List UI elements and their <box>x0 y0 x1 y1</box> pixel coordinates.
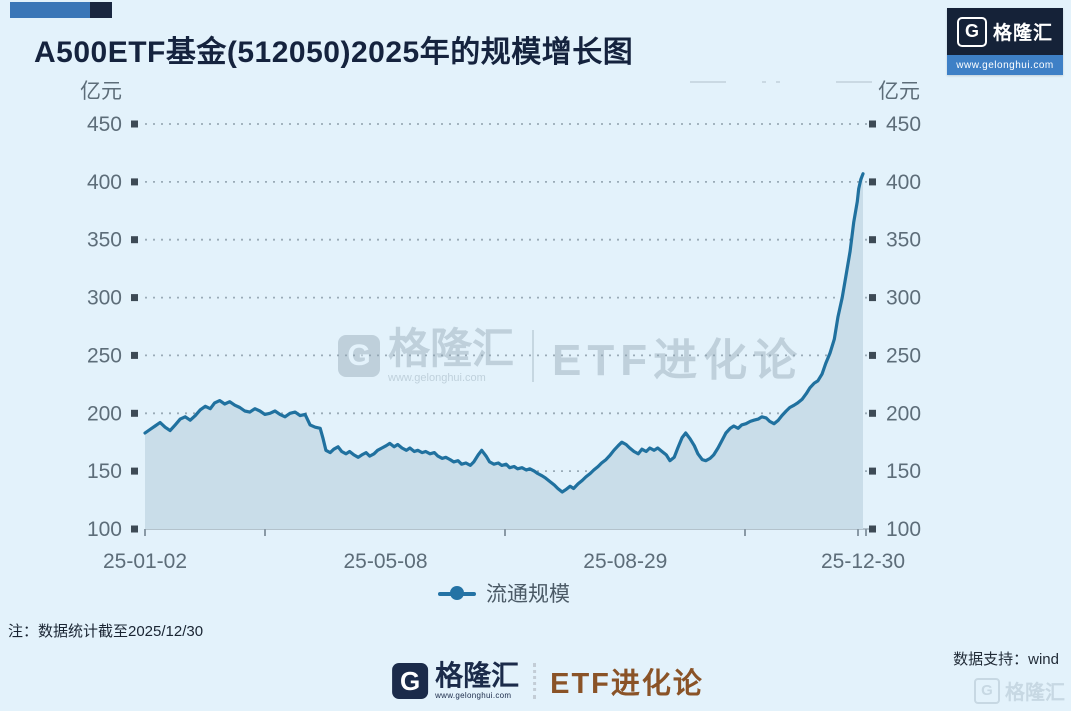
y-tick-square-left <box>131 178 138 186</box>
y-axis-label-right: 150 <box>886 460 921 483</box>
x-axis-label: 25-08-29 <box>583 550 667 573</box>
footer-series-name: ETF进化论 <box>550 668 704 700</box>
footer-brand-lockup: G 格隆汇 www.gelonghui.com ETF进化论 <box>392 660 704 702</box>
y-tick-square-right <box>869 467 876 475</box>
y-tick-square-left <box>131 236 138 244</box>
brand-name: 格隆汇 <box>992 23 1053 44</box>
legend-line-dot-icon <box>438 585 476 601</box>
y-axis-label-left: 400 <box>87 171 122 194</box>
chart-legend: 流通规模 <box>438 578 570 608</box>
x-axis-label: 25-05-08 <box>343 550 427 573</box>
y-axis-label-left: 450 <box>87 113 122 136</box>
x-axis-label: 25-01-02 <box>103 550 187 573</box>
y-tick-square-right <box>869 525 876 533</box>
y-tick-square-left <box>131 351 138 359</box>
y-tick-square-left <box>131 409 138 417</box>
accent-bar-navy <box>90 2 112 18</box>
footer-brand-url: www.gelonghui.com <box>435 691 512 700</box>
y-axis-label-left: 200 <box>87 402 122 425</box>
page-title: A500ETF基金(512050)2025年的规模增长图 <box>34 36 634 69</box>
y-axis-label-right: 250 <box>886 344 921 367</box>
y-axis-label-right: 350 <box>886 229 921 252</box>
brand-url: www.gelonghui.com <box>947 55 1063 75</box>
y-axis-label-left: 250 <box>87 344 122 367</box>
x-axis-label: 25-12-30 <box>821 550 905 573</box>
gelonghui-logo-icon: G <box>956 16 987 47</box>
footer-brand-name: 格隆汇 <box>435 660 520 691</box>
y-axis-label-left: 350 <box>87 229 122 252</box>
y-tick-square-left <box>131 120 138 128</box>
accent-bar-blue <box>10 2 90 18</box>
y-tick-square-right <box>869 120 876 128</box>
y-axis-label-right: 100 <box>886 518 921 541</box>
gelonghui-brand-plate: G 格隆汇 www.gelonghui.com <box>947 8 1063 75</box>
corner-watermark-logo: G 格隆汇 <box>974 676 1065 705</box>
corner-watermark-brand: 格隆汇 <box>1005 682 1065 704</box>
data-note: 注：数据统计截至2025/12/30 <box>8 623 204 640</box>
y-axis-label-right: 400 <box>886 171 921 194</box>
y-axis-label-right: 200 <box>886 402 921 425</box>
y-axis-label-left: 150 <box>87 460 122 483</box>
y-tick-square-left <box>131 294 138 302</box>
brand-plate-top: G 格隆汇 <box>947 8 1063 55</box>
area-fill <box>145 173 863 530</box>
data-support-credit: 数据支持：wind <box>953 651 1059 668</box>
faded-legend-artifacts <box>680 78 900 86</box>
y-tick-square-right <box>869 351 876 359</box>
y-tick-square-left <box>131 467 138 475</box>
y-tick-square-right <box>869 409 876 417</box>
y-tick-square-right <box>869 178 876 186</box>
y-axis-label-right: 450 <box>886 113 921 136</box>
header-accent-bar <box>10 2 112 18</box>
y-axis-unit-right: 亿元 <box>878 80 920 103</box>
y-axis-label-left: 300 <box>87 287 122 310</box>
y-axis-label-left: 100 <box>87 518 122 541</box>
y-tick-square-left <box>131 525 138 533</box>
y-axis-unit-left: 亿元 <box>80 80 122 103</box>
footer-divider <box>533 663 537 699</box>
y-tick-square-right <box>869 236 876 244</box>
corner-watermark-icon: G <box>974 677 1000 704</box>
y-axis-label-right: 300 <box>886 287 921 310</box>
footer-logo-icon: G <box>392 663 429 699</box>
y-tick-square-right <box>869 294 876 302</box>
legend-label: 流通规模 <box>486 583 570 606</box>
series-line <box>143 172 865 494</box>
